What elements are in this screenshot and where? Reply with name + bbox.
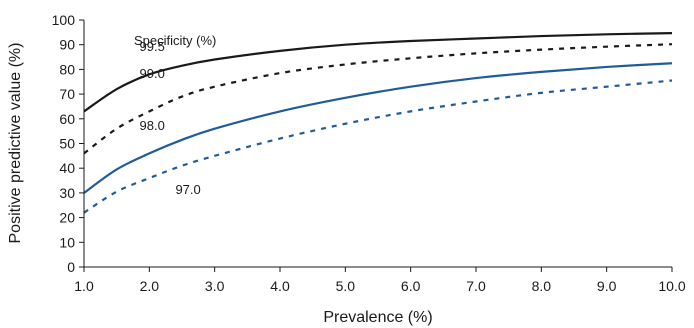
y-tick-label: 10	[59, 234, 75, 250]
x-tick-label: 10.0	[658, 278, 685, 294]
series-labels: 99.5 99.0 98.0 97.0	[140, 39, 201, 197]
y-tick-label: 80	[59, 61, 75, 77]
y-tick-label: 50	[59, 136, 75, 152]
x-tick-label: 1.0	[74, 278, 94, 294]
y-axis-title: Positive predictive value (%)	[7, 43, 24, 244]
x-tick-label: 2.0	[140, 278, 160, 294]
y-tick-label: 30	[59, 185, 75, 201]
y-tick-label: 60	[59, 111, 75, 127]
y-tick-label: 40	[59, 160, 75, 176]
x-axis-title: Prevalence (%)	[323, 309, 432, 326]
series-label-99-0: 99.0	[140, 66, 165, 81]
x-tick-label: 3.0	[205, 278, 225, 294]
series-label-97-0: 97.0	[175, 182, 200, 197]
x-axis-ticks: 1.0 2.0 3.0 4.0 5.0 6.0 7.0 8.0 9.0 10.0	[74, 267, 686, 294]
x-tick-label: 6.0	[401, 278, 421, 294]
y-tick-label: 100	[52, 12, 76, 28]
series-layer	[83, 31, 673, 214]
y-tick-label: 0	[67, 259, 75, 275]
x-tick-label: 7.0	[466, 278, 486, 294]
y-tick-label: 20	[59, 210, 75, 226]
x-tick-label: 5.0	[336, 278, 356, 294]
series-line-99-5	[83, 31, 673, 113]
x-tick-label: 8.0	[532, 278, 552, 294]
series-label-99-5: 99.5	[140, 39, 165, 54]
x-tick-label: 4.0	[270, 278, 290, 294]
series-label-98-0: 98.0	[140, 118, 165, 133]
y-tick-label: 70	[59, 86, 75, 102]
series-line-97-0	[83, 79, 673, 214]
legend-title: Specificity (%)	[134, 33, 216, 48]
y-tick-label: 90	[59, 37, 75, 53]
series-line-99-0	[83, 43, 673, 155]
x-tick-label: 9.0	[597, 278, 617, 294]
y-axis-ticks: 0 10 20 30 40 50 60 70 80 90 100	[52, 12, 84, 275]
series-line-98-0	[83, 62, 673, 194]
